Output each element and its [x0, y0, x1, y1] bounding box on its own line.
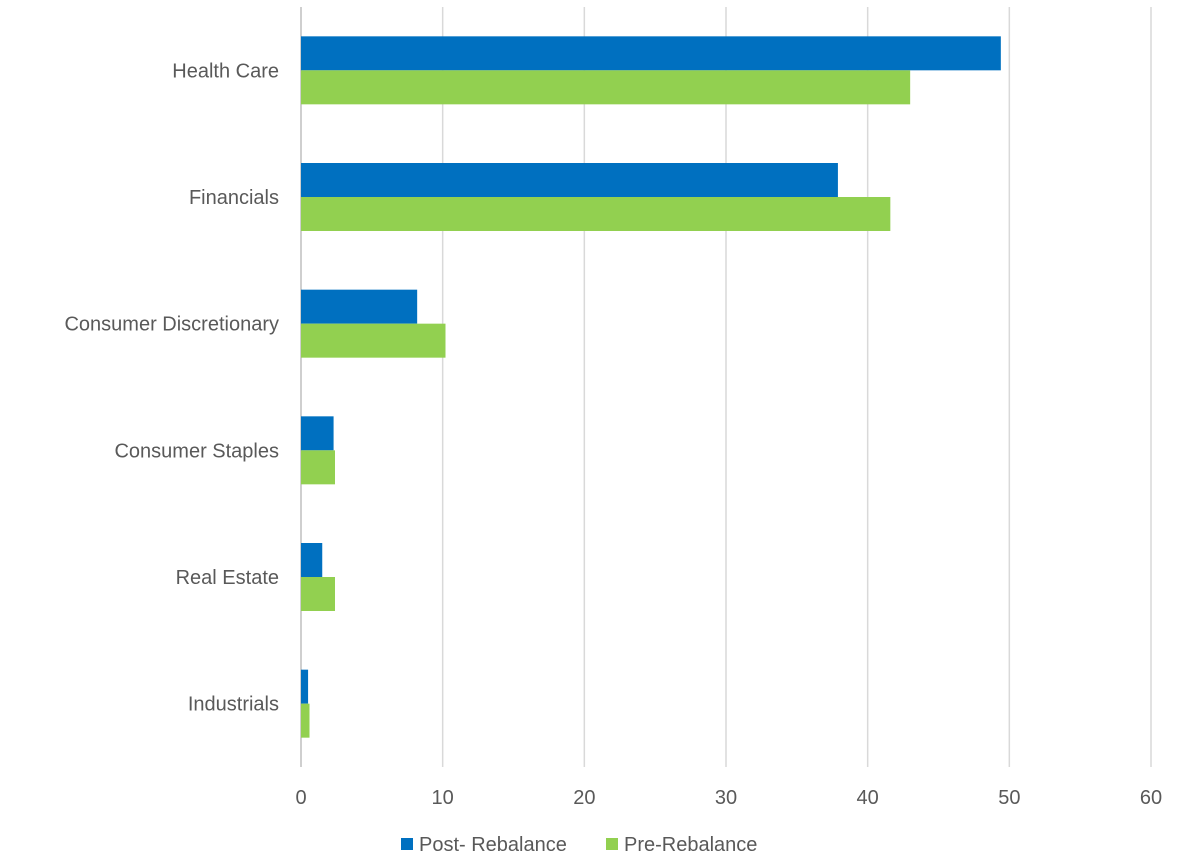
- legend-label: Post- Rebalance: [419, 834, 567, 856]
- bar-post-rebalance: [301, 36, 1001, 71]
- category-labels: Health Care Financials Consumer Discretion…: [64, 60, 279, 715]
- x-tick-label: 60: [1140, 787, 1162, 809]
- bar-pre-rebalance: [301, 450, 335, 485]
- category-label: Industrials: [188, 694, 279, 716]
- category-label: Health Care: [172, 60, 279, 82]
- bars: [301, 36, 1001, 738]
- bar-pre-rebalance: [301, 323, 446, 358]
- bar-post-rebalance: [301, 669, 309, 704]
- bar-post-rebalance: [301, 416, 334, 451]
- legend-swatch: [401, 838, 413, 850]
- x-tick-label: 40: [857, 787, 879, 809]
- legend-swatch: [606, 838, 618, 850]
- x-axis-tick-labels: 0 10 20 30 40 50 60: [295, 787, 1162, 809]
- x-tick-label: 10: [432, 787, 454, 809]
- bar-pre-rebalance: [301, 70, 911, 105]
- bar-pre-rebalance: [301, 577, 335, 611]
- bar-post-rebalance: [301, 289, 418, 324]
- bar-post-rebalance: [301, 543, 323, 577]
- legend-label: Pre-Rebalance: [624, 834, 757, 856]
- x-tick-label: 50: [998, 787, 1020, 809]
- x-tick-label: 20: [573, 787, 595, 809]
- bar-pre-rebalance: [301, 703, 310, 738]
- legend: Post- Rebalance Pre-Rebalance: [401, 834, 757, 856]
- x-tick-label: 30: [715, 787, 737, 809]
- bar-pre-rebalance: [301, 197, 891, 231]
- category-label: Financials: [189, 187, 279, 209]
- bar-post-rebalance: [301, 163, 838, 197]
- category-label: Real Estate: [176, 567, 279, 589]
- category-label: Consumer Staples: [114, 440, 279, 462]
- category-label: Consumer Discretionary: [64, 314, 279, 336]
- x-tick-label: 0: [295, 787, 306, 809]
- grid-lines: [300, 7, 1152, 767]
